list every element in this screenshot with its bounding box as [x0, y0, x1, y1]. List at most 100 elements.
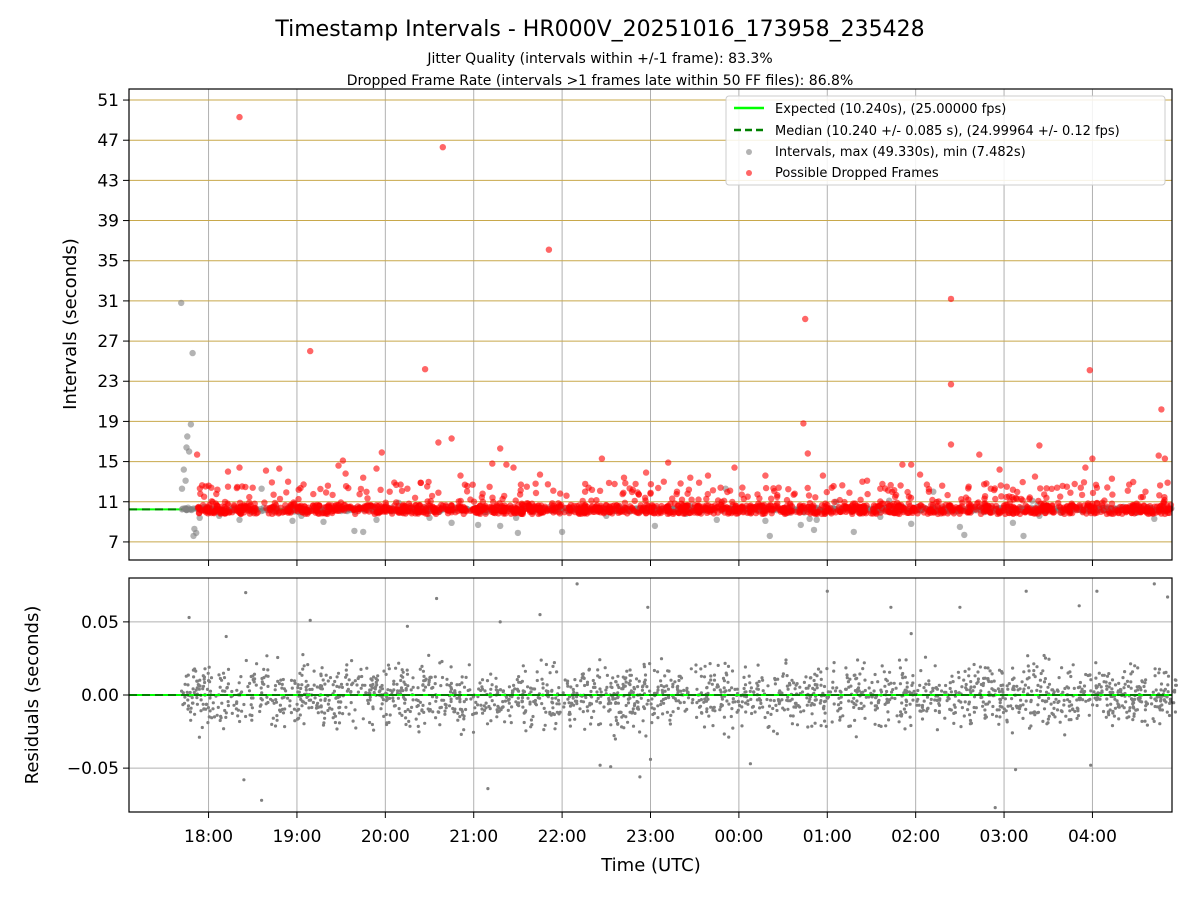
- residual-point: [392, 679, 396, 683]
- residual-point: [399, 678, 403, 683]
- residual-point: [242, 702, 246, 707]
- residual-point: [320, 666, 324, 670]
- dropped-frame-point: [324, 482, 332, 489]
- residual-point: [903, 727, 907, 731]
- residual-point: [826, 690, 831, 694]
- residual-point: [587, 668, 591, 672]
- residuals-ticks: 18:00 19:00 20:00 21:00 22:00 23:00 00:00 01:00…: [67, 613, 1117, 847]
- residual-point: [550, 696, 554, 700]
- residual-point: [980, 695, 984, 699]
- residual-point: [1125, 710, 1129, 714]
- residual-point: [266, 684, 270, 689]
- residual-point: [483, 689, 487, 693]
- residual-point: [423, 685, 428, 689]
- residual-point: [718, 688, 722, 692]
- residual-point: [1094, 661, 1098, 665]
- residual-point: [974, 706, 978, 710]
- residual-point: [262, 676, 266, 680]
- dropped-frame-point: [897, 482, 904, 489]
- dropped-frame-point: [945, 501, 953, 509]
- dropped-frame-point: [563, 492, 570, 499]
- residual-point: [863, 716, 867, 721]
- residual-point: [260, 691, 264, 695]
- dropped-frame-point: [904, 488, 911, 496]
- residual-point: [785, 684, 790, 688]
- residual-point: [302, 722, 306, 726]
- residual-point: [945, 699, 949, 703]
- residual-point: [968, 713, 972, 717]
- residual-point: [281, 711, 286, 715]
- dropped-frame-point: [307, 347, 314, 355]
- residual-point: [838, 718, 842, 722]
- residual-point: [916, 697, 920, 701]
- residual-point: [569, 685, 573, 689]
- residual-point: [722, 732, 726, 736]
- residual-point: [1021, 703, 1025, 707]
- residual-point: [242, 778, 246, 782]
- residual-point: [667, 669, 671, 673]
- residual-point: [279, 678, 283, 682]
- residual-point: [616, 696, 620, 700]
- residual-point: [1133, 697, 1137, 702]
- residual-point: [676, 688, 680, 692]
- residual-point: [856, 687, 860, 692]
- residual-point: [351, 681, 355, 685]
- residual-point: [259, 703, 263, 707]
- residual-point: [344, 705, 348, 709]
- residual-point: [808, 697, 812, 701]
- residual-point: [1026, 664, 1030, 668]
- residual-point: [886, 700, 891, 704]
- residual-point: [326, 679, 330, 683]
- residual-point: [1089, 689, 1093, 693]
- residual-point: [791, 714, 795, 718]
- residual-point: [189, 718, 193, 722]
- residual-point: [277, 682, 282, 686]
- residual-point: [736, 708, 740, 713]
- residual-point: [968, 718, 973, 723]
- residual-point: [411, 698, 415, 702]
- residual-point: [526, 685, 530, 689]
- residual-point: [617, 685, 621, 690]
- residual-point: [406, 684, 410, 688]
- residual-point: [398, 689, 402, 693]
- dropped-frame-point: [1143, 509, 1151, 516]
- residual-point: [772, 729, 776, 733]
- residual-point: [671, 685, 675, 689]
- dropped-frame-point: [567, 507, 574, 514]
- residual-point: [957, 699, 961, 703]
- residual-point: [819, 670, 823, 674]
- legend-dropped-label: Possible Dropped Frames: [775, 166, 939, 181]
- residual-point: [767, 724, 771, 729]
- residual-point: [818, 701, 822, 705]
- residual-point: [188, 690, 192, 695]
- residual-point: [318, 684, 323, 688]
- residual-point: [614, 701, 618, 706]
- dropped-frame-point: [726, 487, 734, 494]
- residual-point: [368, 720, 372, 725]
- residual-point: [749, 686, 754, 690]
- residual-point: [211, 701, 215, 705]
- residual-point: [765, 697, 769, 702]
- residual-point: [201, 702, 205, 706]
- residual-point: [962, 714, 966, 718]
- dropped-frame-point: [224, 483, 232, 490]
- residual-point: [718, 708, 722, 712]
- residual-point: [623, 677, 627, 681]
- dropped-frame-point: [1040, 500, 1048, 507]
- residual-point: [609, 723, 613, 727]
- residual-point: [773, 676, 777, 681]
- residual-point: [1039, 671, 1043, 676]
- residual-point: [482, 704, 486, 708]
- residual-point: [662, 701, 666, 705]
- residual-point: [910, 683, 914, 688]
- residual-point: [517, 701, 521, 705]
- residual-point: [1077, 604, 1081, 608]
- residual-point: [1110, 724, 1115, 728]
- residual-point: [573, 678, 577, 682]
- residual-point: [813, 672, 817, 676]
- residual-point: [905, 681, 909, 685]
- dropped-frame-point: [806, 500, 814, 507]
- residual-point: [999, 683, 1003, 688]
- dropped-frame-point: [345, 505, 352, 512]
- residual-point: [274, 700, 279, 704]
